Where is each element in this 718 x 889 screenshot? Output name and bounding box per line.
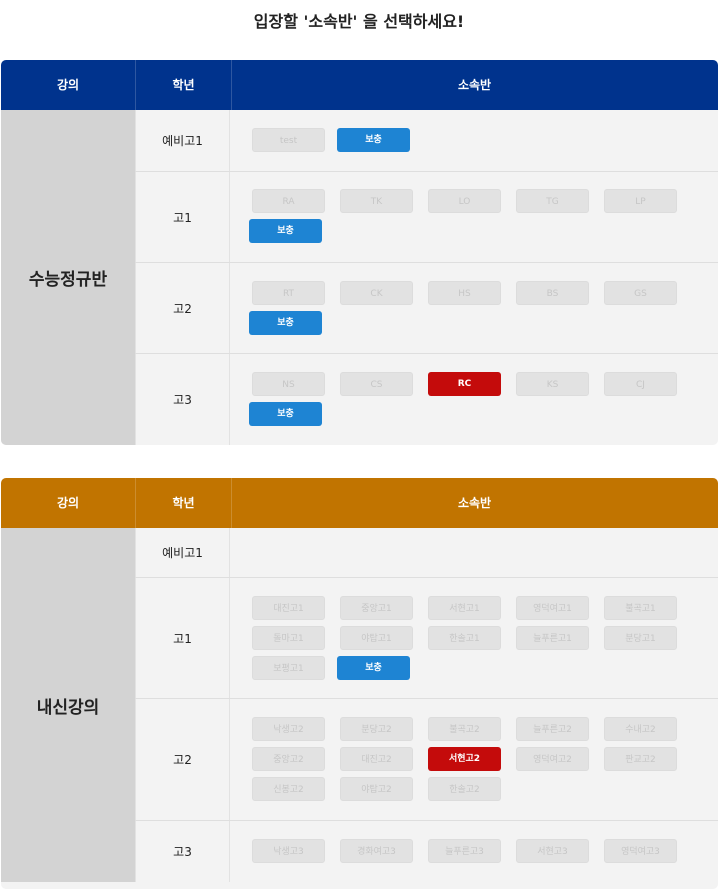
row-divider	[135, 353, 718, 354]
header-grade: 학년	[135, 478, 232, 528]
class-button[interactable]: 낙생고2	[252, 717, 325, 741]
class-button[interactable]: 경화여고3	[340, 839, 413, 863]
class-button[interactable]: 영덕여고3	[604, 839, 677, 863]
grade-label: 예비고1	[135, 110, 230, 171]
class-button-ns[interactable]: NS	[252, 372, 325, 396]
course-name: 내신강의	[1, 528, 135, 882]
class-button[interactable]: 보평고1	[252, 656, 325, 680]
class-button-ck[interactable]: CK	[340, 281, 413, 305]
class-button-supplement[interactable]: 보충	[249, 402, 322, 426]
class-button-rt[interactable]: RT	[252, 281, 325, 305]
class-button[interactable]: 돌마고1	[252, 626, 325, 650]
row-divider	[135, 577, 718, 578]
class-button-supplement[interactable]: 보충	[337, 656, 410, 680]
grade-label: 예비고1	[135, 528, 230, 577]
class-button-tk[interactable]: TK	[340, 189, 413, 213]
grade-label: 고1	[135, 578, 230, 698]
class-button-lo[interactable]: LO	[428, 189, 501, 213]
class-button-supplement[interactable]: 보충	[249, 219, 322, 243]
class-button[interactable]: 수내고2	[604, 717, 677, 741]
class-button-rc-selected[interactable]: RC	[428, 372, 501, 396]
grade-label: 고1	[135, 172, 230, 262]
class-button[interactable]: 늘푸른고3	[428, 839, 501, 863]
class-button-hs[interactable]: HS	[428, 281, 501, 305]
grade-label: 고3	[135, 354, 230, 445]
class-button[interactable]: 서현고3	[516, 839, 589, 863]
row-divider	[135, 820, 718, 821]
class-button-ra[interactable]: RA	[252, 189, 325, 213]
class-button-lp[interactable]: LP	[604, 189, 677, 213]
class-button[interactable]: 대진고1	[252, 596, 325, 620]
class-button-bs[interactable]: BS	[516, 281, 589, 305]
class-button[interactable]: 영덕여고1	[516, 596, 589, 620]
header-grade: 학년	[135, 60, 232, 110]
header-course: 강의	[56, 496, 80, 510]
header-course: 강의	[56, 78, 80, 92]
class-button[interactable]: 낙생고3	[252, 839, 325, 863]
class-button[interactable]: 분당고1	[604, 626, 677, 650]
header-class: 소속반	[457, 78, 492, 92]
class-button[interactable]: 불곡고2	[428, 717, 501, 741]
class-button[interactable]: 대진고2	[340, 747, 413, 771]
class-button[interactable]: 늘푸른고1	[516, 626, 589, 650]
class-button[interactable]: 불곡고1	[604, 596, 677, 620]
class-button[interactable]: 신봉고2	[252, 777, 325, 801]
course-name: 수능정규반	[1, 110, 135, 445]
class-button[interactable]: 중앙고2	[252, 747, 325, 771]
class-button[interactable]: 야탑고1	[340, 626, 413, 650]
class-button-cj[interactable]: CJ	[604, 372, 677, 396]
class-button[interactable]: 중앙고1	[340, 596, 413, 620]
class-button[interactable]: 서현고1	[428, 596, 501, 620]
class-button[interactable]: 판교고2	[604, 747, 677, 771]
header-class: 소속반	[457, 496, 492, 510]
class-button-test[interactable]: test	[252, 128, 325, 152]
table-header: 강의 학년 소속반	[1, 60, 718, 110]
regular-course-table: 강의 학년 소속반 수능정규반 예비고1 고1 고2 고3 test 보충 RA…	[1, 60, 718, 445]
class-button[interactable]: 늘푸른고2	[516, 717, 589, 741]
school-course-table: 강의 학년 소속반 내신강의 예비고1 고1 고2 고3 대진고1 중앙고1 서…	[1, 478, 718, 889]
row-divider	[135, 262, 718, 263]
grade-label: 고2	[135, 699, 230, 820]
class-button-ks[interactable]: KS	[516, 372, 589, 396]
class-button[interactable]: 한솔고1	[428, 626, 501, 650]
row-divider	[135, 171, 718, 172]
class-button[interactable]: 한솔고2	[428, 777, 501, 801]
class-button-supplement[interactable]: 보충	[249, 311, 322, 335]
class-button[interactable]: 분당고2	[340, 717, 413, 741]
class-button-gs[interactable]: GS	[604, 281, 677, 305]
page-title: 입장할 '소속반' 을 선택하세요!	[253, 12, 465, 31]
grade-label: 고2	[135, 263, 230, 353]
table-header: 강의 학년 소속반	[1, 478, 718, 528]
class-button[interactable]: 야탑고2	[340, 777, 413, 801]
class-button-supplement[interactable]: 보충	[337, 128, 410, 152]
class-button-selected[interactable]: 서현고2	[428, 747, 501, 771]
grade-label: 고3	[135, 821, 230, 882]
class-button-tg[interactable]: TG	[516, 189, 589, 213]
row-divider	[135, 698, 718, 699]
class-button[interactable]: 영덕여고2	[516, 747, 589, 771]
class-button-cs[interactable]: CS	[340, 372, 413, 396]
